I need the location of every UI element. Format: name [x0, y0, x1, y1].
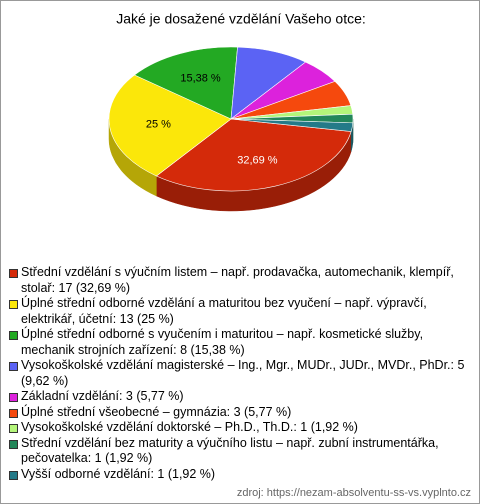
legend-label: Střední vzdělání s výučním listem – např… — [21, 265, 454, 295]
legend-swatch — [9, 269, 18, 278]
legend-label: Vyšší odborné vzdělání: 1 (1,92 %) — [21, 466, 216, 481]
slice — [230, 118, 354, 132]
legend-label: Úplné střední všeobecné – gymnázia: 3 (5… — [21, 404, 292, 419]
slice — [133, 46, 238, 120]
legend-label: Vysokoškolské vzdělání magisterské – Ing… — [21, 358, 465, 388]
legend-swatch — [9, 439, 18, 449]
legend-item: Vyšší odborné vzdělání: 1 (1,92 %) — [8, 467, 472, 483]
legend-swatch — [9, 393, 18, 402]
slice — [230, 46, 307, 120]
legend-item: Vysokoškolské vzdělání doktorské – Ph.D.… — [8, 420, 472, 436]
data-label: 25 % — [146, 119, 171, 131]
legend-label: Základní vzdělání: 3 (5,77 %) — [21, 389, 184, 403]
legend-swatch — [9, 331, 18, 340]
data-label: 32,69 % — [237, 155, 278, 167]
legend-label: Úplné střední odborné s vyučením i matur… — [21, 327, 424, 357]
legend-label: Střední vzdělání bez maturity a výučního… — [21, 435, 439, 466]
chart-title: Jaké je dosažené vzdělání Vašeho otce: — [116, 11, 366, 27]
legend-swatch — [9, 408, 18, 418]
source: zdroj: https://nezam-absolventu-ss-vs.vy… — [236, 487, 471, 499]
legend-item: Vysokoškolské vzdělání magisterské – Ing… — [8, 358, 472, 389]
legend-swatch — [9, 470, 18, 480]
legend-item: Střední vzdělání s výučním listem – např… — [8, 265, 472, 296]
legend-item: Střední vzdělání bez maturity a výučního… — [8, 436, 472, 467]
legend-swatch — [9, 300, 18, 309]
legend-label: Úplné střední odborné vzdělání a maturit… — [21, 296, 427, 326]
legend-item: Úplné střední odborné s vyučením i matur… — [8, 327, 472, 358]
legend-swatch — [9, 424, 18, 433]
legend-label: Vysokoškolské vzdělání doktorské – Ph.D.… — [21, 420, 358, 434]
data-label: 15,38 % — [180, 72, 221, 84]
legend-swatch — [9, 362, 18, 371]
legend-item: Úplné střední všeobecné – gymnázia: 3 (5… — [8, 405, 472, 421]
legend-item: Základní vzdělání: 3 (5,77 %) — [8, 389, 472, 405]
legend-item: Úplné střední odborné vzdělání a maturit… — [8, 296, 472, 327]
slice — [155, 118, 352, 192]
pie-area: Jaké je dosažené vzdělání Vašeho otce: 3… — [108, 11, 366, 212]
slice — [108, 74, 232, 177]
legend: Střední vzdělání s výučním listem – např… — [8, 265, 472, 482]
